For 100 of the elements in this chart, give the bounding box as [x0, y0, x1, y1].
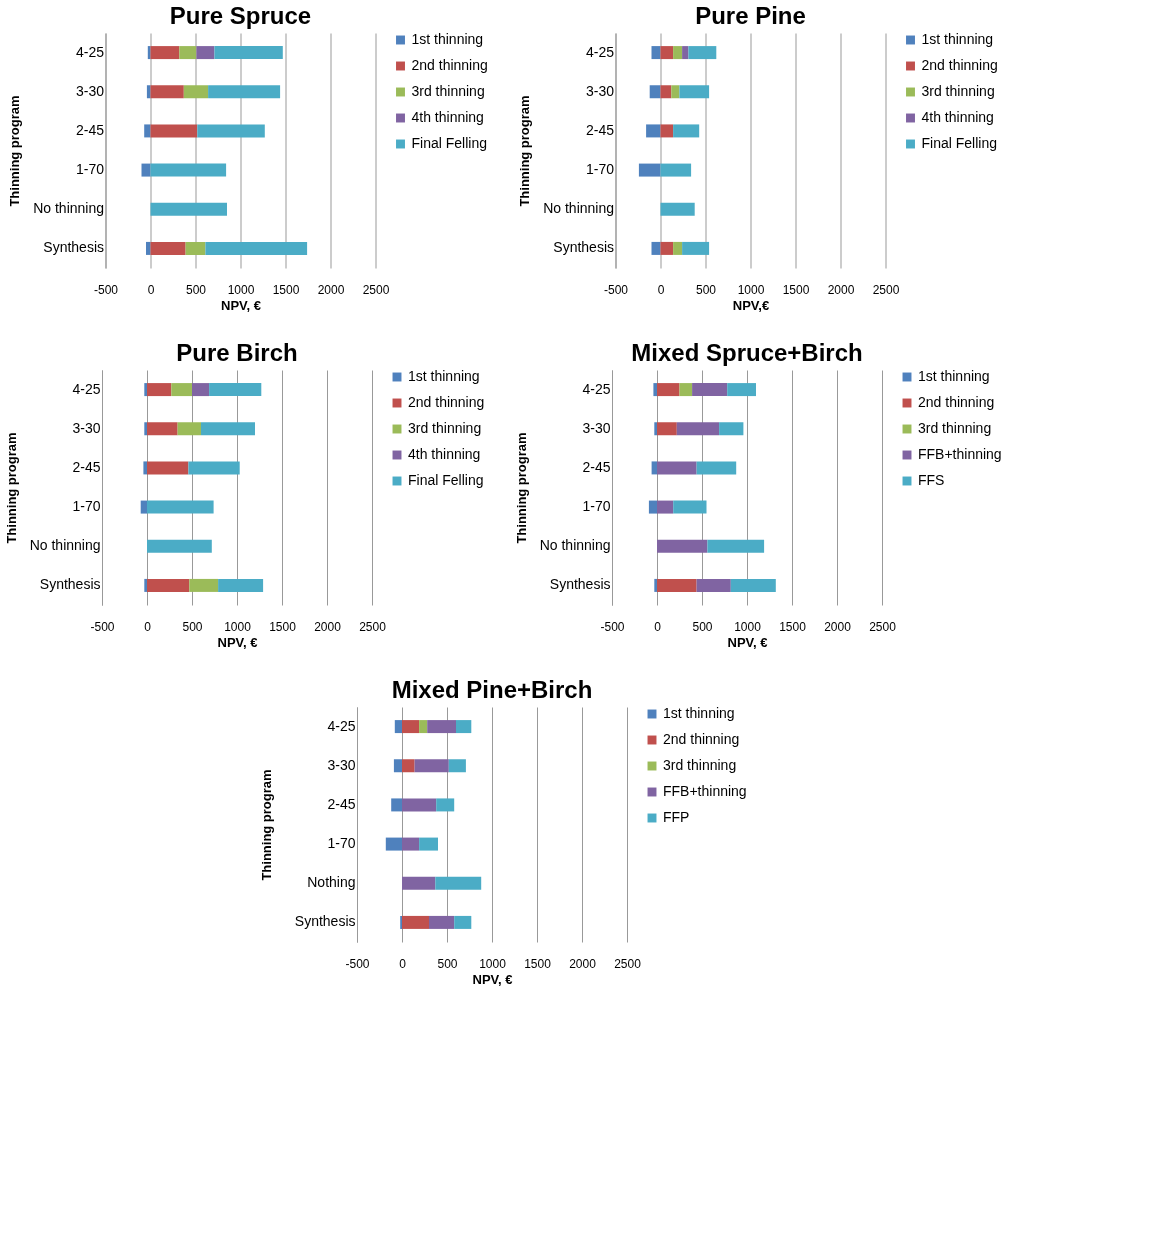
legend-label: 1st thinning	[408, 368, 480, 384]
y-tick-label: 2-45	[75, 121, 105, 138]
bar	[391, 798, 402, 812]
bar	[730, 578, 776, 592]
x-tick-label: 2000	[827, 282, 855, 297]
bar	[218, 578, 264, 592]
bar	[448, 759, 466, 773]
bar	[147, 46, 151, 60]
bar	[692, 383, 728, 397]
bar	[146, 241, 151, 255]
bar	[402, 837, 420, 851]
bar	[673, 46, 683, 60]
legend-label: FFP	[663, 809, 690, 825]
legend-label: 3rd thinning	[663, 757, 737, 773]
y-tick-label: No thinning	[29, 537, 101, 554]
x-tick-label: 500	[692, 619, 713, 634]
bar	[719, 422, 744, 436]
bar	[679, 85, 710, 99]
bar	[146, 85, 151, 99]
bar	[696, 461, 737, 475]
bar	[657, 539, 708, 553]
bar	[454, 915, 472, 929]
bar	[150, 163, 227, 177]
y-axis-title: Thinning program	[7, 95, 22, 207]
legend-label: 2nd thinning	[921, 57, 998, 73]
bar	[654, 422, 657, 436]
bar	[660, 85, 672, 99]
y-tick-label: 1-70	[585, 161, 615, 178]
bar	[150, 202, 227, 216]
bar	[150, 124, 198, 138]
x-tick-label: 2000	[317, 282, 345, 297]
y-tick-label: 4-25	[585, 43, 615, 60]
x-axis-title: NPV,€	[732, 297, 770, 313]
legend-label: 3rd thinning	[408, 420, 482, 436]
y-tick-label: Synthesis	[43, 239, 104, 256]
bar	[188, 461, 240, 475]
x-axis-title: NPV, €	[217, 634, 258, 650]
chart-title: Pure Pine	[695, 2, 806, 29]
legend-label: 1st thinning	[663, 705, 735, 721]
bar	[673, 500, 707, 514]
x-tick-label: -500	[93, 282, 119, 297]
bar	[147, 422, 178, 436]
legend-label: 2nd thinning	[663, 731, 740, 747]
y-tick-label: 1-70	[327, 835, 356, 852]
bar	[147, 500, 214, 514]
bar	[144, 422, 147, 436]
legend-label: 2nd thinning	[918, 394, 995, 410]
y-axis-title: Thinning program	[3, 432, 19, 544]
bar	[209, 383, 262, 397]
bar	[660, 202, 695, 216]
legend-label: 3rd thinning	[921, 83, 995, 99]
x-tick-label: 0	[657, 282, 665, 297]
y-tick-label: 4-25	[72, 380, 101, 397]
bar	[657, 422, 677, 436]
x-tick-label: 1000	[479, 956, 507, 971]
legend-label: 4th thinning	[408, 446, 481, 462]
y-tick-label: Synthesis	[549, 576, 611, 593]
bar	[688, 46, 717, 60]
legend-label: 1st thinning	[411, 31, 484, 47]
bar	[660, 46, 674, 60]
y-tick-label: Nothing	[307, 874, 356, 891]
bar	[394, 720, 402, 734]
bar	[147, 461, 189, 475]
x-tick-label: -500	[600, 619, 625, 634]
y-tick-label: 3-30	[327, 756, 356, 773]
bar	[427, 720, 456, 734]
y-tick-label: No thinning	[33, 200, 104, 217]
bar	[653, 383, 657, 397]
bar	[654, 578, 657, 592]
bar	[402, 759, 415, 773]
legend-label: FFB+thinning	[918, 446, 1002, 462]
x-tick-label: 1000	[737, 282, 765, 297]
bar	[646, 124, 661, 138]
y-tick-label: Synthesis	[294, 913, 356, 930]
y-tick-label: 2-45	[72, 458, 101, 475]
y-tick-label: 4-25	[327, 717, 356, 734]
bar	[402, 720, 420, 734]
y-tick-label: 4-25	[582, 380, 611, 397]
bar	[208, 85, 281, 99]
x-tick-label: 2500	[869, 619, 897, 634]
x-axis-title: NPV, €	[472, 971, 513, 987]
y-tick-label: 4-25	[75, 43, 105, 60]
bar	[147, 539, 212, 553]
legend-label: 3rd thinning	[918, 420, 992, 436]
x-tick-label: 1500	[524, 956, 552, 971]
legend-label: 4th thinning	[921, 109, 994, 125]
bar	[660, 163, 692, 177]
bar	[150, 85, 184, 99]
bar	[673, 241, 683, 255]
bar	[456, 720, 472, 734]
x-tick-label: 1500	[782, 282, 810, 297]
bar	[414, 759, 449, 773]
bar	[140, 500, 147, 514]
x-tick-label: 2500	[872, 282, 900, 297]
bar	[679, 383, 693, 397]
bar	[214, 46, 283, 60]
x-axis-title: NPV, €	[727, 634, 768, 650]
bar	[189, 578, 219, 592]
bar	[419, 720, 428, 734]
chart-title: Pure Birch	[176, 339, 298, 366]
